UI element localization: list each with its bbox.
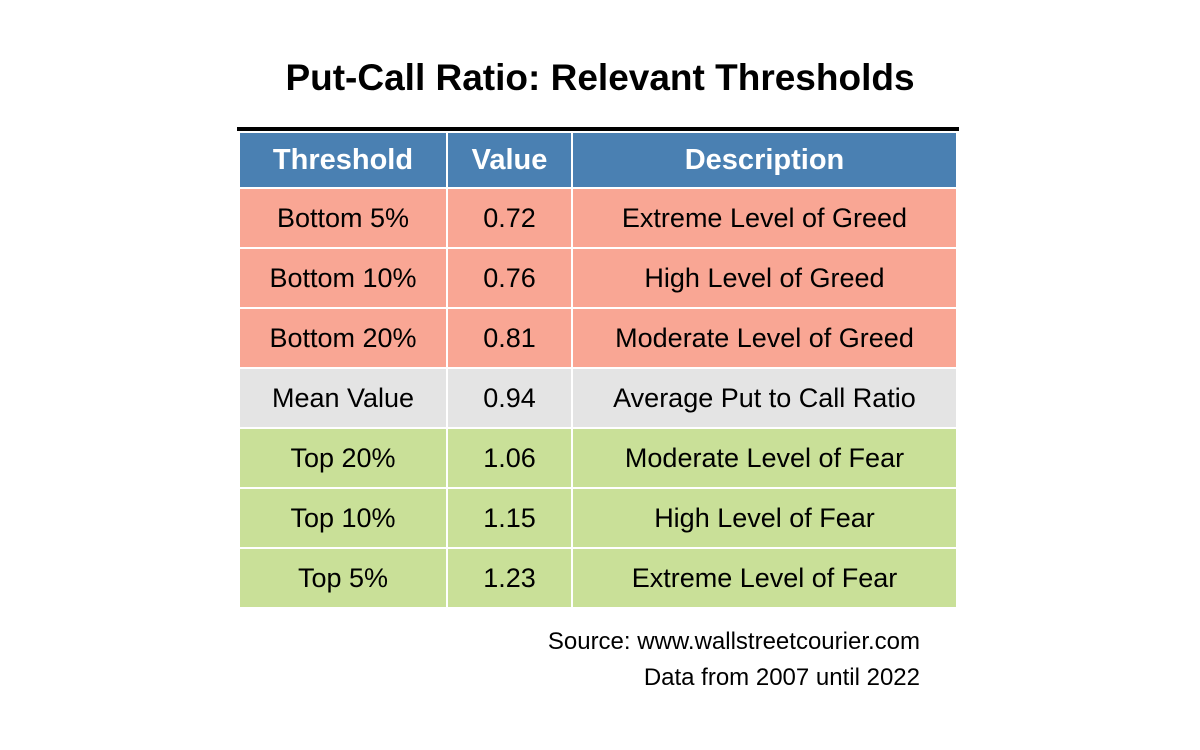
- cell-description: High Level of Greed: [572, 248, 956, 309]
- cell-threshold: Bottom 5%: [240, 188, 448, 249]
- cell-threshold: Top 5%: [240, 548, 448, 607]
- cell-description: Moderate Level of Fear: [572, 428, 956, 489]
- cell-description: High Level of Fear: [572, 488, 956, 549]
- thresholds-table: Threshold Value Description Bottom 5% 0.…: [240, 133, 956, 607]
- cell-value: 0.81: [447, 308, 573, 369]
- table-header: Threshold Value Description: [240, 133, 956, 189]
- cell-value: 0.76: [447, 248, 573, 309]
- cell-value: 0.72: [447, 188, 573, 249]
- column-header-description: Description: [572, 133, 956, 189]
- cell-description: Moderate Level of Greed: [572, 308, 956, 369]
- table-body: Bottom 5% 0.72 Extreme Level of Greed Bo…: [240, 188, 956, 607]
- cell-description: Extreme Level of Greed: [572, 188, 956, 249]
- data-range-line: Data from 2007 until 2022: [643, 664, 920, 691]
- header-row: Threshold Value Description: [240, 133, 956, 189]
- table-row-top-20: Top 20% 1.06 Moderate Level of Fear: [240, 428, 956, 489]
- table-row-bottom-10: Bottom 10% 0.76 High Level of Greed: [240, 248, 956, 309]
- cell-value: 1.23: [447, 548, 573, 607]
- page-title: Put-Call Ratio: Relevant Thresholds: [285, 57, 915, 98]
- source-line: Source: www.wallstreetcourier.com: [547, 628, 920, 655]
- table-row-bottom-5: Bottom 5% 0.72 Extreme Level of Greed: [240, 188, 956, 249]
- source-attribution: Source: www.wallstreetcourier.com Data f…: [548, 624, 920, 696]
- table-row-top-5: Top 5% 1.23 Extreme Level of Fear: [240, 548, 956, 607]
- cell-threshold: Bottom 20%: [240, 308, 448, 369]
- cell-threshold: Top 20%: [240, 428, 448, 489]
- cell-threshold: Mean Value: [240, 368, 448, 429]
- table-row-top-10: Top 10% 1.15 High Level of Fear: [240, 488, 956, 549]
- cell-value: 1.15: [447, 488, 573, 549]
- cell-threshold: Top 10%: [240, 488, 448, 549]
- title-divider-rule: [237, 127, 959, 131]
- cell-description: Extreme Level of Fear: [572, 548, 956, 607]
- table-row-mean: Mean Value 0.94 Average Put to Call Rati…: [240, 368, 956, 429]
- cell-description: Average Put to Call Ratio: [572, 368, 956, 429]
- cell-value: 1.06: [447, 428, 573, 489]
- cell-value: 0.94: [447, 368, 573, 429]
- cell-threshold: Bottom 10%: [240, 248, 448, 309]
- column-header-value: Value: [447, 133, 573, 189]
- column-header-threshold: Threshold: [240, 133, 448, 189]
- table-row-bottom-20: Bottom 20% 0.81 Moderate Level of Greed: [240, 308, 956, 369]
